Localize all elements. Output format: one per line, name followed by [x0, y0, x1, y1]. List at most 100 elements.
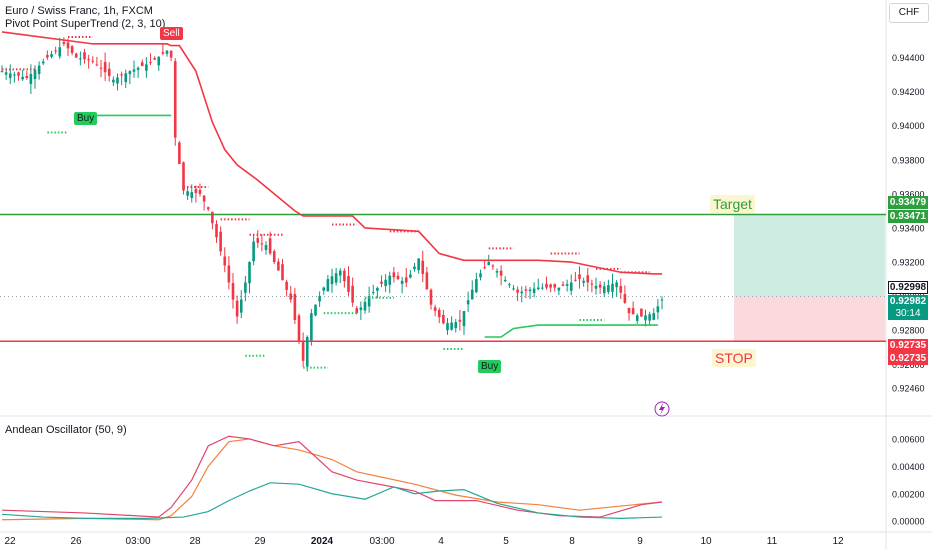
candle-body — [499, 270, 503, 276]
candle-body — [450, 322, 453, 330]
supertrend-line — [484, 324, 658, 338]
candle-body — [66, 42, 70, 49]
candle-body — [248, 262, 251, 284]
y-tick-label: 0.93800 — [892, 155, 925, 165]
candle-body — [367, 296, 371, 307]
sell-label: Sell — [160, 27, 183, 40]
oscillator-legend[interactable]: Andean Oscillator (50, 9) — [5, 424, 127, 436]
lightning-icon — [654, 401, 670, 417]
oscillator-bull-line — [1, 438, 663, 521]
candle-body — [355, 308, 359, 314]
x-tick-label: 26 — [70, 536, 82, 547]
candle-body — [479, 273, 482, 278]
candle-body — [491, 265, 495, 267]
candle-body — [0, 71, 4, 73]
candle-body — [503, 279, 507, 282]
candle-body — [611, 283, 614, 292]
candle-body — [413, 266, 416, 270]
candle-body — [103, 62, 107, 73]
candle-body — [343, 270, 346, 282]
candle-body — [466, 300, 470, 305]
candle-body — [549, 284, 552, 288]
candle-body — [74, 53, 78, 58]
candle-body — [586, 275, 590, 283]
candle-body — [520, 291, 524, 294]
candle-body — [561, 284, 565, 286]
candle-body — [17, 72, 20, 76]
candle-body — [29, 73, 33, 85]
entry-price-tag: 0.92998 — [888, 281, 928, 294]
candle-body — [607, 285, 610, 292]
candle-body — [107, 68, 111, 76]
candle-body — [627, 307, 631, 314]
candle-body — [239, 299, 243, 313]
candle-body — [536, 287, 540, 290]
candle-body — [314, 304, 317, 316]
candle-body — [244, 282, 247, 293]
candle-body — [508, 284, 511, 286]
x-tick-label: 9 — [637, 536, 643, 547]
candle-body — [590, 283, 594, 285]
candle-body — [310, 313, 313, 341]
candle-body — [404, 277, 408, 283]
indicator-legend[interactable]: Pivot Point SuperTrend (2, 3, 10) — [5, 18, 166, 30]
candle-body — [99, 67, 103, 69]
candle-body — [433, 307, 437, 311]
target-label: Target — [710, 195, 755, 213]
x-tick-label: 03:00 — [369, 536, 394, 547]
candle-body — [285, 281, 288, 290]
stop-label: STOP — [712, 349, 756, 367]
candle-body — [186, 191, 189, 196]
candle-body — [429, 289, 433, 305]
currency-button[interactable]: CHF — [889, 3, 929, 23]
candle-body — [297, 315, 301, 341]
candle-body — [487, 262, 491, 266]
candle-body — [70, 46, 74, 53]
candle-body — [528, 289, 532, 292]
target-zone — [734, 214, 885, 297]
candle-body — [37, 65, 41, 75]
candles-group — [0, 37, 664, 372]
supertrend-line — [1, 31, 662, 275]
symbol-legend[interactable]: Euro / Swiss Franc, 1h, FXCM — [5, 5, 153, 17]
candle-body — [557, 287, 561, 291]
candle-body — [198, 190, 202, 194]
candle-body — [442, 314, 445, 324]
candle-body — [62, 42, 66, 44]
x-tick-label: 29 — [254, 536, 266, 547]
candle-body — [46, 54, 49, 58]
x-tick-label: 8 — [569, 536, 575, 547]
x-tick-label: 5 — [503, 536, 509, 547]
candle-body — [95, 64, 99, 66]
candle-body — [512, 288, 515, 290]
candle-body — [260, 243, 264, 245]
candle-body — [235, 300, 239, 317]
candle-body — [574, 279, 577, 281]
candle-body — [33, 69, 37, 80]
candle-body — [371, 292, 375, 294]
candle-body — [169, 50, 173, 58]
candle-body — [202, 195, 206, 202]
candle-body — [400, 280, 404, 284]
candle-body — [330, 276, 334, 285]
candle-body — [8, 73, 12, 79]
candle-body — [656, 306, 660, 313]
candle-body — [594, 285, 598, 289]
osc-y-tick-label: 0.00000 — [892, 517, 925, 527]
candle-body — [211, 211, 214, 224]
candle-body — [173, 61, 177, 138]
candle-body — [149, 62, 152, 64]
stop-zone — [734, 296, 885, 342]
x-tick-label: 10 — [700, 536, 712, 547]
candle-body — [541, 287, 544, 289]
osc-y-tick-label: 0.00200 — [892, 489, 925, 499]
candle-body — [79, 58, 82, 60]
candle-body — [437, 309, 441, 318]
candle-body — [301, 341, 305, 361]
target-lower-tag: 0.93471 — [888, 210, 928, 223]
candle-body — [256, 238, 260, 243]
candle-body — [305, 337, 309, 367]
candle-body — [145, 64, 148, 71]
